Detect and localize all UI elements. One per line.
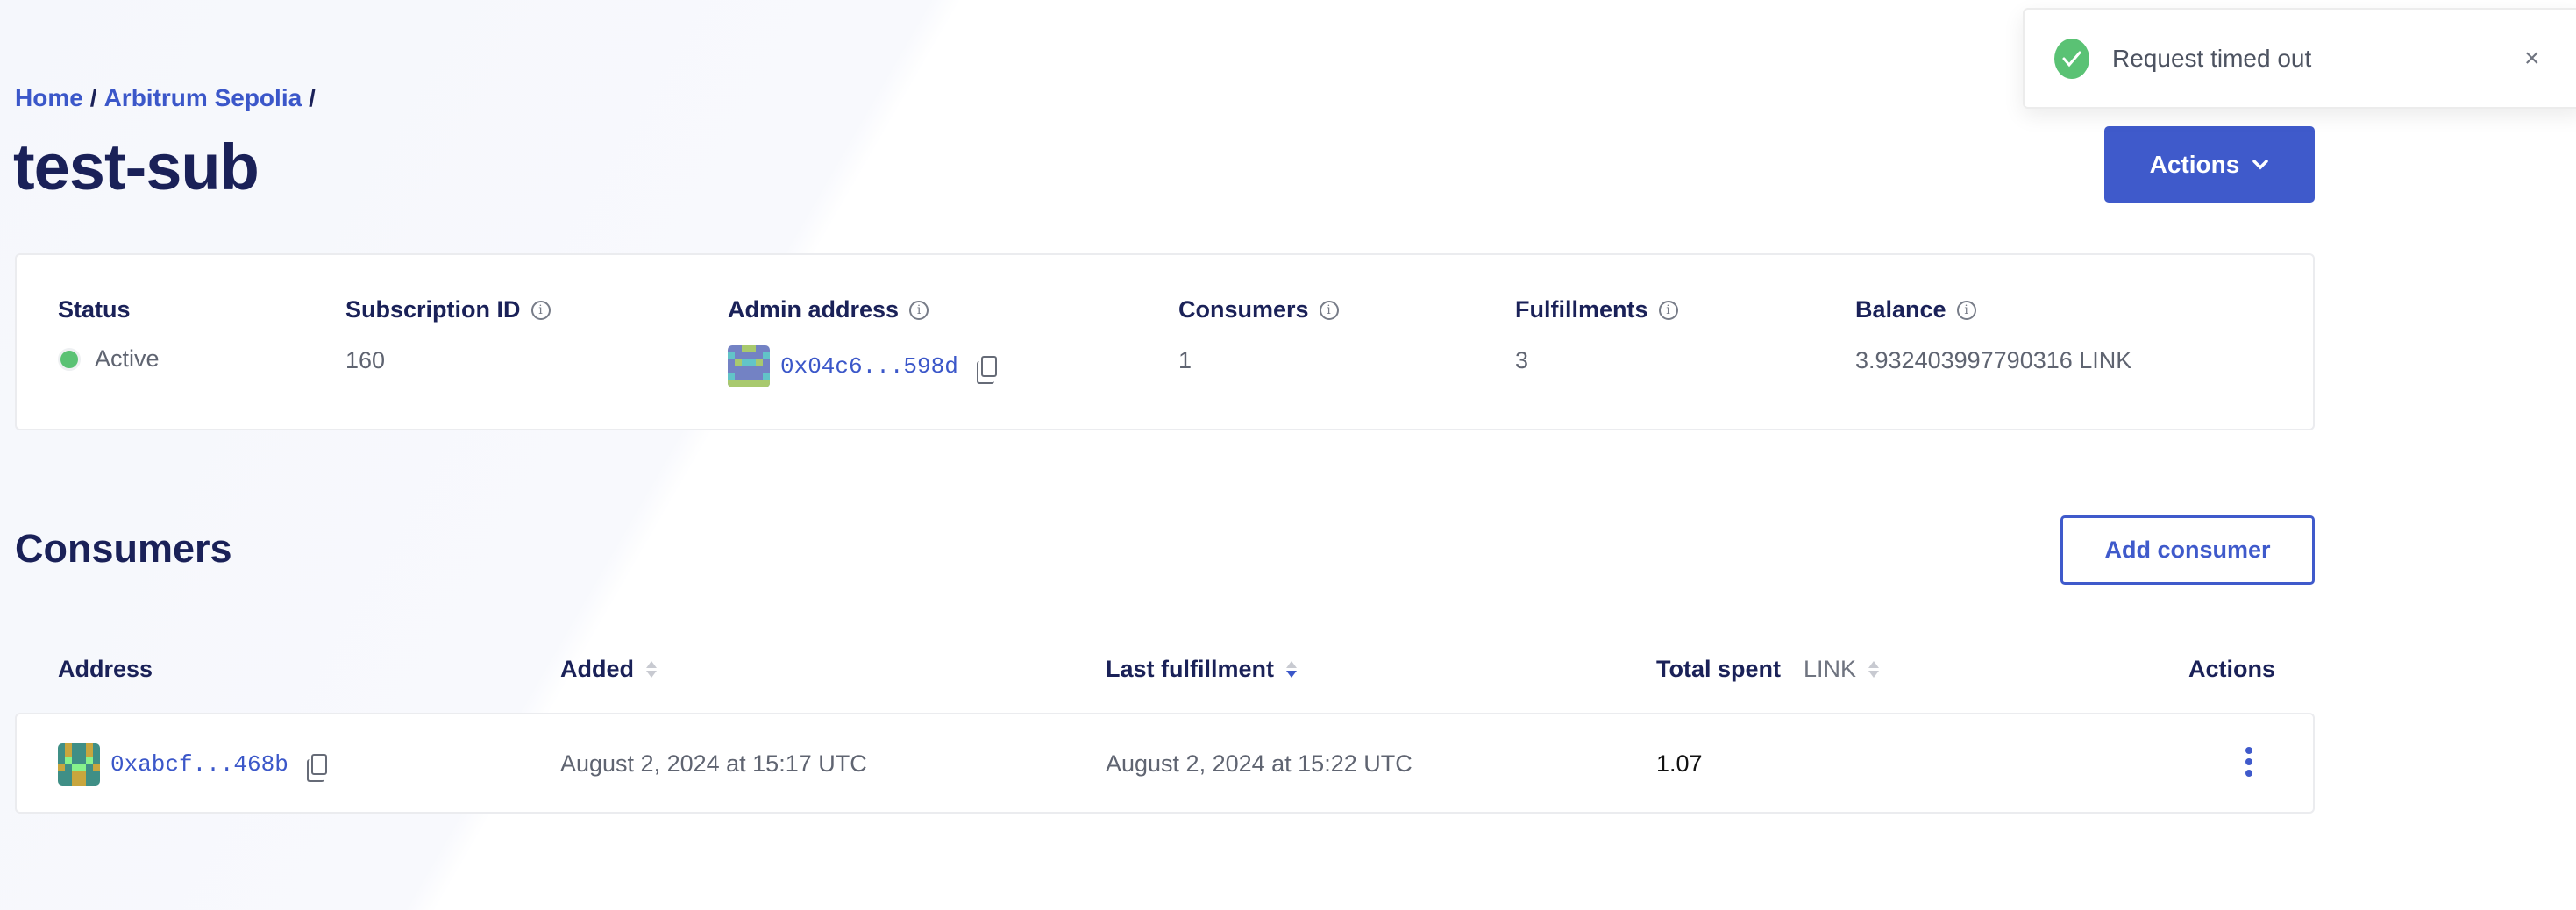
info-icon[interactable]: i	[1658, 300, 1678, 320]
admin-address-value: 0x04c6...598d	[728, 345, 997, 387]
column-header-last-fulfillment-text: Last fulfillment	[1106, 656, 1275, 682]
subscription-id-value: 160	[345, 347, 386, 373]
column-unit-link: LINK	[1804, 656, 1857, 682]
sort-icon[interactable]	[1868, 661, 1880, 678]
breadcrumb-separator: /	[89, 84, 97, 111]
info-icon[interactable]: i	[909, 300, 929, 320]
column-header-actions: Actions	[2188, 656, 2275, 683]
subscription-id-label-text: Subscription ID	[345, 296, 521, 323]
add-consumer-button[interactable]: Add consumer	[2060, 515, 2315, 585]
last-fulfillment-cell: August 2, 2024 at 15:22 UTC	[1106, 750, 1413, 777]
identicon-avatar	[58, 743, 100, 786]
column-header-total-spent-text: Total spent	[1656, 656, 1782, 682]
identicon-avatar	[728, 345, 770, 387]
breadcrumb-network[interactable]: Arbitrum Sepolia	[103, 84, 302, 111]
consumer-address-cell: 0xabcf...468b	[58, 743, 327, 786]
added-cell: August 2, 2024 at 15:17 UTC	[560, 750, 867, 777]
info-icon[interactable]: i	[530, 300, 551, 320]
admin-address-label-text: Admin address	[728, 296, 900, 323]
admin-address-label: Admin address i	[728, 296, 929, 323]
consumers-count-value: 1	[1178, 347, 1192, 373]
fulfillments-label: Fulfillments i	[1515, 296, 1678, 323]
balance-label-text: Balance	[1855, 296, 1946, 323]
toast-message: Request timed out	[2112, 44, 2312, 72]
breadcrumb-separator: /	[309, 84, 316, 111]
sort-icon[interactable]	[646, 661, 657, 678]
chevron-down-icon	[2252, 159, 2269, 169]
admin-address-link[interactable]: 0x04c6...598d	[780, 353, 958, 380]
check-circle-icon	[2054, 38, 2089, 79]
status-label-text: Status	[58, 296, 131, 323]
column-header-total-spent[interactable]: Total spent LINK	[1656, 656, 1880, 683]
info-icon[interactable]: i	[1319, 300, 1339, 320]
more-options-icon[interactable]	[2245, 747, 2252, 777]
copy-icon[interactable]	[976, 356, 997, 384]
close-icon[interactable]: ×	[2524, 43, 2540, 73]
column-header-address-text: Address	[58, 656, 153, 682]
status-label: Status	[58, 296, 131, 323]
toast-notification: Request timed out ×	[2023, 8, 2576, 109]
subscription-id-label: Subscription ID i	[345, 296, 551, 323]
consumers-count-label-text: Consumers	[1178, 296, 1309, 323]
breadcrumb-home[interactable]: Home	[15, 84, 83, 111]
fulfillments-value: 3	[1515, 347, 1529, 373]
status-text: Active	[95, 345, 160, 372]
info-icon[interactable]: i	[1956, 300, 1976, 320]
consumer-address-link[interactable]: 0xabcf...468b	[110, 751, 288, 778]
total-spent-cell: 1.07	[1656, 750, 1703, 777]
subscription-summary-card	[15, 253, 2315, 430]
column-header-added-text: Added	[560, 656, 634, 682]
column-header-last-fulfillment[interactable]: Last fulfillment	[1106, 656, 1298, 683]
copy-icon[interactable]	[306, 754, 327, 782]
breadcrumb: Home / Arbitrum Sepolia /	[15, 84, 323, 112]
column-header-address: Address	[58, 656, 153, 683]
status-dot-icon	[58, 347, 81, 371]
consumers-count-label: Consumers i	[1178, 296, 1339, 323]
status-value: Active	[58, 345, 160, 373]
fulfillments-label-text: Fulfillments	[1515, 296, 1648, 323]
column-header-added[interactable]: Added	[560, 656, 657, 683]
consumers-heading: Consumers	[15, 526, 232, 571]
balance-value: 3.932403997790316 LINK	[1855, 347, 2132, 373]
sort-descending-icon[interactable]	[1286, 661, 1298, 678]
balance-label: Balance i	[1855, 296, 1976, 323]
page-title: test-sub	[13, 131, 260, 203]
table-row	[15, 713, 2315, 814]
actions-button-label: Actions	[2149, 150, 2240, 178]
column-header-actions-text: Actions	[2188, 656, 2276, 682]
actions-button[interactable]: Actions	[2104, 126, 2315, 203]
